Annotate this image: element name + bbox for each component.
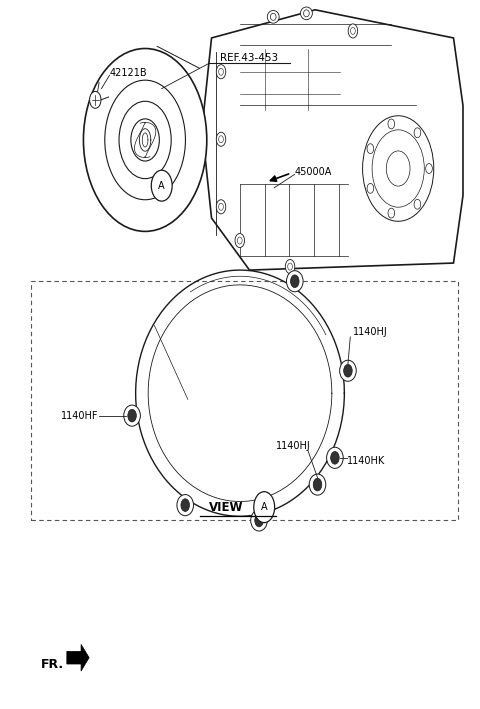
Circle shape bbox=[90, 91, 101, 108]
Circle shape bbox=[372, 130, 424, 207]
Text: 1140HJ: 1140HJ bbox=[276, 441, 311, 451]
Circle shape bbox=[348, 24, 358, 38]
Circle shape bbox=[219, 68, 223, 75]
Text: REF.43-453: REF.43-453 bbox=[220, 52, 278, 62]
Circle shape bbox=[216, 65, 226, 79]
Text: VIEW: VIEW bbox=[208, 501, 243, 513]
Circle shape bbox=[367, 184, 374, 194]
Ellipse shape bbox=[303, 10, 309, 17]
Ellipse shape bbox=[287, 271, 303, 292]
Ellipse shape bbox=[309, 474, 326, 495]
Circle shape bbox=[216, 132, 226, 146]
Circle shape bbox=[362, 116, 434, 221]
Ellipse shape bbox=[270, 13, 276, 21]
Circle shape bbox=[219, 203, 223, 211]
Circle shape bbox=[254, 491, 275, 523]
Circle shape bbox=[219, 135, 223, 143]
Circle shape bbox=[414, 128, 421, 138]
Polygon shape bbox=[67, 644, 89, 671]
Circle shape bbox=[128, 409, 136, 422]
Circle shape bbox=[386, 151, 410, 186]
Circle shape bbox=[426, 164, 432, 174]
Ellipse shape bbox=[251, 510, 267, 531]
Circle shape bbox=[151, 170, 172, 201]
Circle shape bbox=[414, 199, 421, 209]
Circle shape bbox=[344, 364, 352, 377]
Text: 1140HJ: 1140HJ bbox=[353, 327, 387, 337]
Ellipse shape bbox=[340, 360, 356, 381]
Circle shape bbox=[238, 237, 242, 244]
Text: A: A bbox=[158, 181, 165, 191]
Polygon shape bbox=[202, 10, 463, 270]
Ellipse shape bbox=[326, 447, 343, 469]
Ellipse shape bbox=[124, 405, 140, 426]
Circle shape bbox=[255, 514, 264, 527]
Ellipse shape bbox=[267, 11, 279, 23]
Circle shape bbox=[367, 144, 374, 154]
Circle shape bbox=[288, 263, 292, 270]
Circle shape bbox=[235, 233, 244, 247]
Text: 1140HK: 1140HK bbox=[347, 457, 385, 467]
Circle shape bbox=[331, 452, 339, 464]
Text: 1140HF: 1140HF bbox=[61, 411, 99, 420]
Circle shape bbox=[181, 499, 190, 511]
Circle shape bbox=[131, 119, 159, 161]
Circle shape bbox=[105, 80, 185, 200]
Circle shape bbox=[388, 208, 395, 218]
Circle shape bbox=[350, 28, 355, 35]
Text: FR.: FR. bbox=[41, 657, 64, 671]
Circle shape bbox=[285, 259, 295, 274]
Circle shape bbox=[216, 200, 226, 214]
Ellipse shape bbox=[177, 495, 193, 515]
Bar bbox=[31, 281, 458, 520]
Circle shape bbox=[388, 119, 395, 129]
Circle shape bbox=[290, 275, 299, 288]
Circle shape bbox=[119, 101, 171, 179]
Circle shape bbox=[84, 48, 207, 231]
Text: A: A bbox=[261, 502, 267, 512]
Text: 42121B: 42121B bbox=[109, 68, 147, 78]
Text: 45000A: 45000A bbox=[295, 167, 332, 177]
Ellipse shape bbox=[300, 7, 312, 20]
Circle shape bbox=[313, 479, 322, 491]
